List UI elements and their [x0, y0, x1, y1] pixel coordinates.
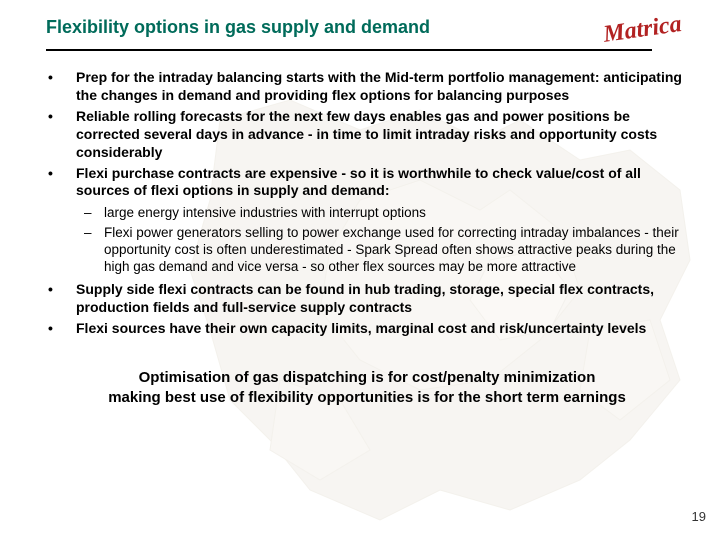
sub-bullet-item: large energy intensive industries with i… — [46, 204, 688, 221]
bullet-list-top: Prep for the intraday balancing starts w… — [46, 69, 688, 200]
slide: Flexibility options in gas supply and de… — [0, 0, 720, 540]
page-number: 19 — [692, 509, 706, 524]
logo-text: Matrica — [602, 8, 690, 49]
closing-statement: Optimisation of gas dispatching is for c… — [46, 368, 688, 409]
sub-bullet-item: Flexi power generators selling to power … — [46, 224, 688, 276]
bullet-list-bottom: Supply side flexi contracts can be found… — [46, 281, 688, 338]
bullet-item: Reliable rolling forecasts for the next … — [46, 108, 688, 162]
slide-title: Flexibility options in gas supply and de… — [46, 14, 430, 39]
title-rule — [46, 49, 652, 51]
closing-line: Optimisation of gas dispatching is for c… — [56, 368, 678, 388]
bullet-item: Prep for the intraday balancing starts w… — [46, 69, 688, 105]
bullet-item: Flexi sources have their own capacity li… — [46, 320, 688, 338]
bullet-item: Supply side flexi contracts can be found… — [46, 281, 688, 317]
bullet-item: Flexi purchase contracts are expensive -… — [46, 165, 688, 201]
closing-line: making best use of flexibility opportuni… — [56, 388, 678, 408]
sub-bullet-list: large energy intensive industries with i… — [46, 204, 688, 275]
header: Flexibility options in gas supply and de… — [46, 14, 688, 43]
